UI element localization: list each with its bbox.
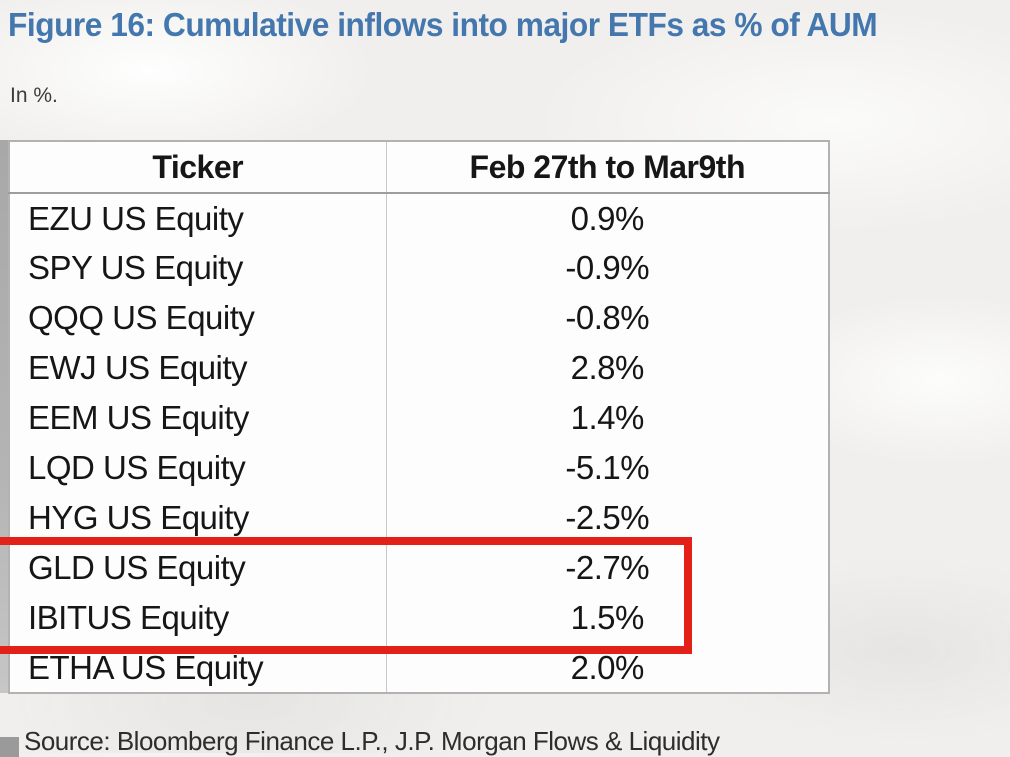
table-header-row: Ticker Feb 27th to Mar9th [9, 141, 829, 194]
value-cell: -5.1% [565, 449, 650, 486]
value-cell: -0.8% [565, 299, 650, 336]
table-row: EZU US Equity 0.9% [9, 193, 829, 243]
figure-subtitle: In %. [10, 84, 58, 107]
table-row: LQD US Equity -5.1% [9, 443, 829, 493]
value-cell: -2.7% [565, 549, 650, 586]
ticker-cell: EEM US Equity [9, 393, 387, 443]
page-title: Figure 16: Cumulative inflows into major… [8, 6, 878, 43]
ticker-cell: EZU US Equity [9, 193, 387, 243]
highlight-box [0, 537, 692, 654]
table-row: EWJ US Equity 2.8% [9, 343, 829, 393]
table-row-highlighted: IBITUS Equity 1.5% [9, 593, 829, 643]
ticker-cell: GLD US Equity [9, 543, 387, 593]
source-note: Source: Bloomberg Finance L.P., J.P. Mor… [24, 726, 720, 756]
table-row: EEM US Equity 1.4% [9, 393, 829, 443]
ticker-cell: QQQ US Equity [9, 293, 387, 343]
value-cell: -2.5% [565, 499, 650, 536]
value-cell: 0.9% [570, 199, 645, 237]
value-cell: -0.9% [565, 249, 650, 286]
value-cell: 1.4% [570, 399, 645, 436]
value-cell: 1.5% [570, 599, 645, 636]
table-row: QQQ US Equity -0.8% [9, 293, 829, 343]
table-left-edge-strip [0, 140, 9, 693]
ticker-cell: EWJ US Equity [9, 343, 387, 393]
value-cell: 2.0% [570, 648, 645, 686]
table-row-highlighted: GLD US Equity -2.7% [9, 543, 829, 593]
ticker-cell: LQD US Equity [9, 443, 387, 493]
ticker-cell: SPY US Equity [9, 243, 387, 293]
column-header-period: Feb 27th to Mar9th [386, 141, 829, 194]
source-bullet-square [0, 737, 19, 757]
table-row: SPY US Equity -0.9% [9, 243, 829, 293]
ticker-cell: IBITUS Equity [9, 593, 387, 643]
value-cell: 2.8% [570, 349, 645, 386]
ticker-cell: HYG US Equity [9, 493, 387, 543]
column-header-ticker: Ticker [9, 141, 387, 194]
table-row: HYG US Equity -2.5% [9, 493, 829, 543]
